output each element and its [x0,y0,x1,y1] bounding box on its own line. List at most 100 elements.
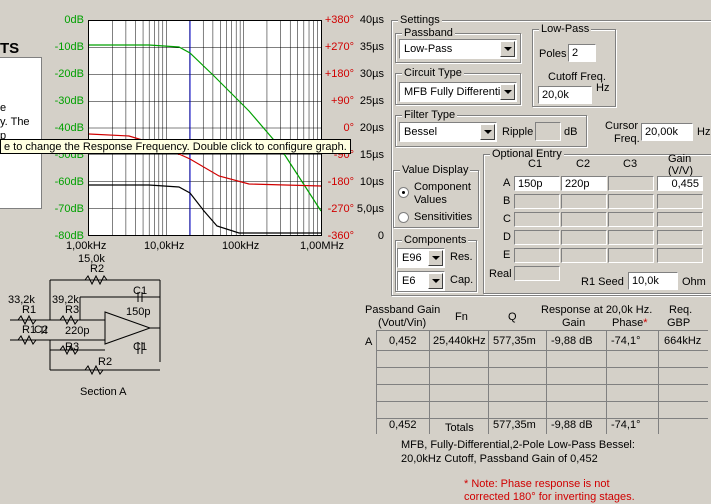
gain-tick-label: 0dB [64,14,84,26]
h-passband-2: (Vout/Vin) [378,317,427,329]
schem-c1b-label: C1 [133,341,148,353]
cutoff-label: Cutoff Freq. [548,71,606,83]
table-cell [429,418,488,434]
components-legend: Components [402,234,469,246]
table-cell [376,330,429,350]
info-text-3: p [0,130,7,142]
opt-cell[interactable] [514,230,560,245]
opt-cell[interactable] [657,230,703,245]
opt-cell[interactable]: 0,455 [657,176,703,191]
passband-select[interactable]: Low-Pass [399,39,517,59]
chevron-down-icon[interactable] [428,250,443,266]
col-gain-header-2: (V/V) [668,165,694,177]
chevron-down-icon[interactable] [500,41,515,57]
table-cell [606,401,658,418]
table-cell [488,330,546,350]
opt-cell[interactable] [561,194,607,209]
real-label: Real [489,268,512,280]
component-values-label: Component [414,181,471,193]
opt-row-label: C [503,213,511,225]
filter-type-select[interactable]: Bessel [399,122,497,142]
table-cell [546,367,606,384]
row-a-fn: 25,440kHz [433,335,486,347]
opt-cell[interactable] [608,194,654,209]
circuit-type-select[interactable]: MFB Fully Differenti [399,82,517,102]
delay-tick-label: 10µs [359,176,384,188]
table-cell [658,330,708,350]
opt-cell[interactable] [608,212,654,227]
cursor-freq-input[interactable]: 20,00k [641,123,693,141]
gain-tick-label: -30dB [54,95,84,107]
opt-cell[interactable]: 150p [514,176,560,191]
freq-tick-label: 100kHz [222,240,260,252]
col-c1-header: C1 [528,158,543,170]
optional-entry-group: Optional Entry [483,148,711,294]
col-c2-header: C2 [576,158,591,170]
delay-tick-label: 25µs [359,95,384,107]
cap-series-select[interactable]: E6 [397,271,445,291]
table-cell [546,384,606,401]
ripple-input[interactable] [535,122,561,141]
opt-cell[interactable] [657,248,703,263]
schem-r2-value: 15,0k [78,253,105,265]
r1-seed-input[interactable]: 10,0k [628,272,678,290]
opt-cell[interactable] [561,230,607,245]
opt-cell[interactable] [608,248,654,263]
sensitivities-radio[interactable] [398,212,409,223]
opt-cell[interactable] [514,194,560,209]
opt-cell[interactable]: 220p [561,176,607,191]
opt-row-label: D [503,231,511,243]
totals-q: 577,35m [493,419,536,431]
opt-cell[interactable] [608,176,654,191]
cutoff-input[interactable]: 20,0k [538,86,592,104]
h-req: Req. [669,304,693,316]
table-cell [658,367,708,384]
low-pass-legend: Low-Pass [539,23,592,35]
res-label: Res. [450,251,473,263]
totals-label: Totals [445,422,474,434]
chevron-down-icon[interactable] [428,273,443,289]
info-panel [0,57,42,209]
passband-group: Passband [395,27,521,63]
schem-r3b-label: R3 [65,341,80,353]
opt-cell[interactable] [657,194,703,209]
summary-line-1: MFB, Fully-Differential,2-Pole Low-Pass … [401,439,635,451]
opt-cell[interactable] [514,248,560,263]
table-cell [546,401,606,418]
phase-tick-label: -270° [327,203,354,215]
graph-plot[interactable] [89,21,321,235]
phase-tick-label: +380° [324,14,354,26]
response-graph[interactable] [88,20,322,236]
delay-tick-label: 15µs [359,149,384,161]
gain-tick-label: -10dB [54,41,84,53]
schem-r2b-label: R2 [98,356,113,368]
phase-tick-label: -180° [327,176,354,188]
opt-cell[interactable] [657,212,703,227]
opt-cell[interactable] [561,212,607,227]
gain-tick-label: -70dB [54,203,84,215]
ripple-label: Ripple [502,126,534,138]
poles-input[interactable]: 2 [568,44,596,62]
gain-tick-label: -60dB [54,176,84,188]
r1-seed-value: 10,0k [632,275,659,287]
res-series-select[interactable]: E96 [397,248,445,268]
row-a-resp-gain: -9,88 dB [551,335,593,347]
delay-tick-label: 30µs [359,68,384,80]
chevron-down-icon[interactable] [480,124,495,140]
chevron-down-icon[interactable] [500,84,515,100]
r1-seed-unit: Ohm [682,276,706,288]
opt-cell[interactable] [514,212,560,227]
col-c3-header: C3 [623,158,638,170]
component-values-radio[interactable] [398,187,409,198]
info-text-2: y. The [0,116,30,128]
opt-cell[interactable] [561,248,607,263]
phase-curve [89,133,321,187]
table-cell [429,350,488,367]
table-cell [546,350,606,367]
opt-cell[interactable] [608,230,654,245]
cursor-label-2: Freq. [614,133,640,145]
h-fn: Fn [455,311,468,323]
ripple-unit: dB [564,126,578,138]
table-cell [488,418,546,434]
col-gain-header: Gain [668,153,692,165]
